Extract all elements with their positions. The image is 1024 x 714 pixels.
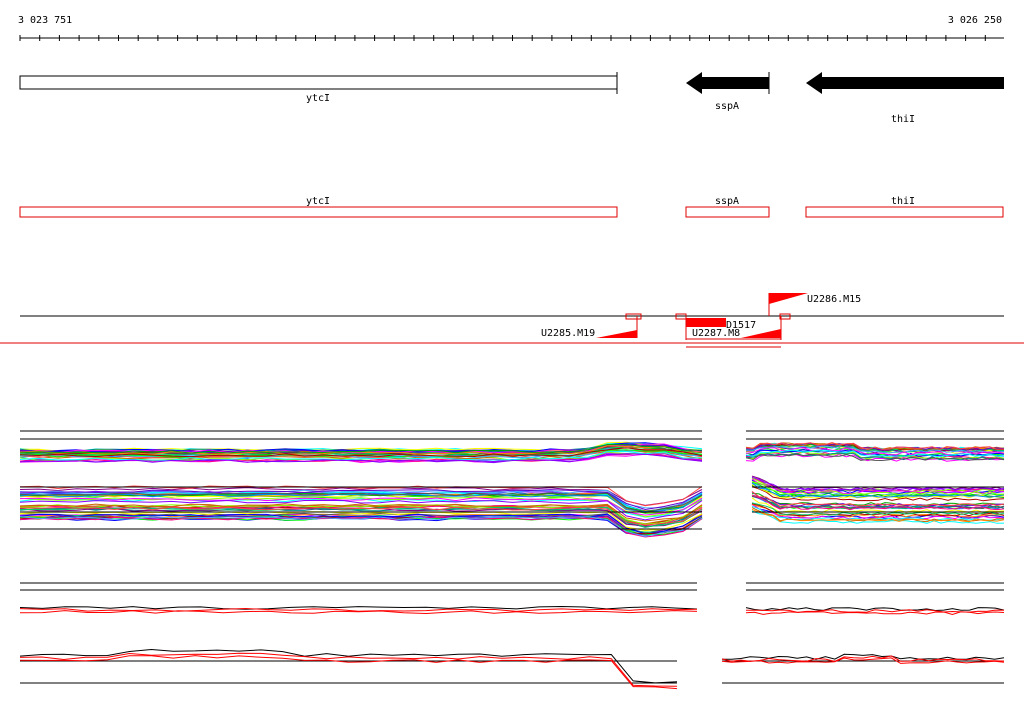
expression-profile-line	[751, 491, 1005, 507]
expression-profile-line	[751, 492, 1005, 506]
expression-profiles-multicolor	[19, 430, 1005, 538]
feature-track: U2285.M19 U2286.M15 D1517 U2287.M8	[0, 293, 1024, 348]
expression-profile-line	[19, 443, 702, 454]
gene-box-label-sspA: sspA	[715, 196, 739, 207]
gene-track: ytcI sspA thiI	[19, 72, 1004, 125]
expression-profile-line	[751, 503, 1005, 517]
expression-profile-line	[746, 445, 1005, 454]
expression-profile-line	[19, 489, 703, 511]
strand-profile-line	[721, 657, 1005, 664]
ruler-start-label: 3 023 751	[18, 15, 72, 26]
strand-profile-line	[19, 605, 698, 610]
expression-profile-line	[745, 445, 1005, 454]
expression-profile-line	[751, 509, 1005, 523]
feature-U2287-M8-flag[interactable]	[741, 329, 781, 338]
strand-profile-line	[721, 655, 1005, 662]
expression-profile-line	[19, 507, 703, 528]
feature-U2286-M15-flag[interactable]	[769, 293, 808, 304]
expression-profile-line	[19, 453, 703, 464]
expression-profile-line	[19, 492, 703, 514]
expression-profile-line	[751, 510, 1005, 524]
feature-label-U2285-M19: U2285.M19	[541, 328, 595, 339]
expression-profile-line	[19, 516, 703, 538]
feature-D1517-box[interactable]	[686, 318, 726, 327]
coordinate-ruler: 3 023 751 3 026 250	[18, 15, 1004, 41]
gene-box-track: ytcI sspA thiI	[19, 196, 1004, 218]
gene-sspA-arrow[interactable]	[686, 72, 769, 94]
expression-profile-line	[19, 506, 703, 526]
gene-box-thiI[interactable]	[805, 206, 1004, 218]
expression-profile-line	[19, 447, 703, 458]
expression-profile-line	[19, 492, 703, 514]
expression-profile-line	[751, 481, 1005, 495]
expression-profile-line	[19, 516, 703, 538]
strand-profile-line	[19, 648, 678, 684]
expression-profile-line	[751, 502, 1005, 516]
gene-box-sspA[interactable]	[685, 206, 770, 218]
feature-U2285-M19-flag[interactable]	[596, 330, 637, 338]
expression-profile-line	[19, 493, 703, 513]
gene-label-thiI: thiI	[891, 114, 915, 125]
feature-label-D1517: D1517	[726, 320, 756, 331]
strand-profile-line	[745, 611, 1005, 616]
expression-profile-line	[20, 441, 703, 452]
gene-label-sspA: sspA	[715, 101, 739, 112]
expression-profiles-strands	[19, 582, 1005, 690]
expression-profile-line	[19, 499, 703, 521]
strand-profile-line	[745, 607, 1005, 612]
feature-marker-2	[779, 313, 791, 320]
strand-profile-line	[19, 652, 678, 687]
strand-profile-line	[722, 653, 1005, 660]
gene-thiI-arrow[interactable]	[806, 72, 1004, 94]
gene-box-label-thiI: thiI	[891, 196, 915, 207]
expression-profile-line	[19, 497, 703, 516]
expression-profile-line	[745, 452, 1005, 461]
expression-profile-line	[751, 491, 1005, 507]
expression-profile-line	[19, 511, 703, 532]
expression-profile-line	[751, 486, 1005, 502]
strand-profile-line	[19, 655, 678, 690]
gene-label-ytcI: ytcI	[306, 93, 330, 104]
ruler-ticks	[19, 35, 986, 41]
expression-profile-line	[19, 496, 703, 518]
expression-profile-line	[19, 514, 703, 533]
expression-profile-line	[751, 475, 1005, 491]
expression-profile-line	[745, 442, 1005, 451]
feature-label-U2287-M8: U2287.M8	[692, 328, 740, 339]
expression-profile-line	[751, 497, 1005, 514]
strand-profile-line	[19, 610, 698, 615]
expression-profile-line	[19, 453, 703, 464]
feature-marker-1	[625, 313, 642, 320]
expression-profile-line	[19, 448, 703, 459]
gene-ytcI-outline[interactable]	[19, 75, 618, 90]
ruler-end-label: 3 026 250	[948, 15, 1002, 26]
expression-profile-line	[19, 503, 703, 522]
expression-profile-line	[751, 494, 1005, 511]
expression-profile-line	[745, 449, 1005, 458]
gene-box-label-ytcI: ytcI	[306, 196, 330, 207]
expression-profile-line	[751, 476, 1005, 491]
expression-profile-line	[745, 453, 1005, 462]
feature-label-U2286-M15: U2286.M15	[807, 294, 861, 305]
expression-profile-line	[19, 487, 703, 506]
expression-profile-line	[751, 482, 1005, 498]
expression-profile-line	[751, 503, 1005, 518]
expression-profile-line	[19, 443, 703, 454]
expression-profile-line	[19, 517, 703, 536]
gene-box-ytcI[interactable]	[19, 206, 618, 218]
